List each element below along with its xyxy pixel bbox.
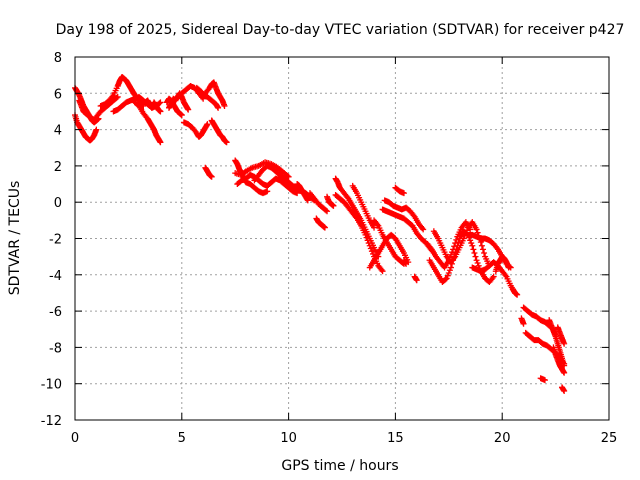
series-v2 — [537, 375, 548, 384]
series-markers — [492, 253, 512, 275]
series-markers — [193, 84, 222, 111]
series-markers — [313, 215, 328, 231]
series-markers — [392, 184, 407, 197]
axis-ticks — [74, 56, 610, 421]
series-n — [208, 117, 230, 146]
x-tick-label: 25 — [601, 431, 618, 446]
x-tick-label: 0 — [71, 431, 79, 446]
series-k — [180, 119, 211, 140]
series-e2 — [381, 197, 427, 233]
series-markers — [180, 119, 211, 140]
series-g — [142, 97, 164, 115]
series-w2 — [559, 384, 568, 394]
x-tick-label: 10 — [280, 431, 297, 446]
series-s2 — [554, 324, 568, 347]
series-markers — [277, 171, 318, 204]
series-w — [313, 215, 328, 231]
y-tick-labels: -12 -10 -8 -6 -4 -2 0 2 4 6 8 — [41, 51, 62, 429]
series-markers — [371, 217, 407, 267]
series-j2 — [424, 219, 474, 271]
series-markers — [546, 317, 568, 369]
series-markers — [76, 93, 121, 124]
series-o2 — [509, 286, 521, 298]
series-markers — [202, 164, 215, 180]
y-tick-label: -12 — [41, 414, 62, 429]
series-markers — [518, 315, 527, 327]
series-a2 — [349, 182, 378, 231]
y-tick-label: 4 — [54, 124, 62, 139]
series-markers — [349, 182, 378, 231]
series-markers — [294, 181, 311, 204]
series-markers — [332, 191, 386, 275]
series-o — [202, 164, 215, 180]
series-markers — [411, 273, 420, 284]
series-v — [306, 190, 331, 215]
y-tick-label: 2 — [54, 160, 62, 175]
series-z1 — [332, 191, 386, 275]
series-markers — [306, 190, 331, 215]
series-q — [232, 159, 292, 180]
series-x1 — [324, 193, 337, 209]
x-tick-label: 5 — [178, 431, 186, 446]
series-markers — [550, 344, 568, 376]
y-tick-label: -10 — [41, 378, 62, 393]
x-tick-label: 15 — [387, 431, 404, 446]
x-tick-label: 20 — [494, 431, 511, 446]
series-markers — [142, 97, 164, 115]
series-u — [294, 181, 311, 204]
series-c2 — [371, 217, 407, 267]
y-tick-label: 6 — [54, 87, 62, 102]
data-points — [72, 73, 568, 394]
series-t2 — [550, 344, 568, 376]
series-h2 — [411, 273, 420, 284]
x-axis-label: GPS time / hours — [281, 458, 398, 474]
series-markers — [324, 193, 337, 209]
series-r2 — [546, 317, 568, 369]
series-markers — [400, 257, 410, 267]
y-axis-label: SDTVAR / TECUs — [7, 181, 23, 296]
series-c — [76, 93, 121, 124]
series-markers — [430, 219, 493, 269]
series-f — [131, 99, 164, 146]
series-l — [193, 84, 222, 111]
series-markers — [537, 375, 548, 384]
series-g2 — [400, 257, 410, 267]
series-k2 — [430, 219, 493, 269]
y-tick-label: -4 — [49, 269, 62, 284]
series-n2 — [492, 253, 512, 275]
series-m — [202, 79, 228, 110]
x-tick-labels: 0 5 10 15 20 25 — [71, 431, 617, 446]
series-markers — [202, 79, 228, 110]
series-markers — [131, 99, 164, 146]
series-markers — [332, 175, 382, 260]
series-t — [277, 171, 318, 204]
series-markers — [232, 159, 292, 180]
y-tick-label: -2 — [49, 233, 62, 248]
series-u2 — [518, 315, 527, 327]
series-y1 — [332, 175, 382, 260]
series-markers — [509, 286, 521, 298]
y-tick-label: 8 — [54, 51, 62, 66]
series-f2 — [392, 184, 407, 197]
y-tick-label: -8 — [49, 341, 62, 356]
series-markers — [381, 197, 427, 233]
chart-title: Day 198 of 2025, Sidereal Day-to-day VTE… — [56, 22, 625, 38]
series-markers — [208, 117, 230, 146]
series-markers — [554, 324, 568, 347]
grid-lines — [75, 57, 609, 420]
series-markers — [424, 219, 474, 271]
series-markers — [559, 384, 568, 394]
y-tick-label: 0 — [54, 196, 62, 211]
y-tick-label: -6 — [49, 305, 62, 320]
